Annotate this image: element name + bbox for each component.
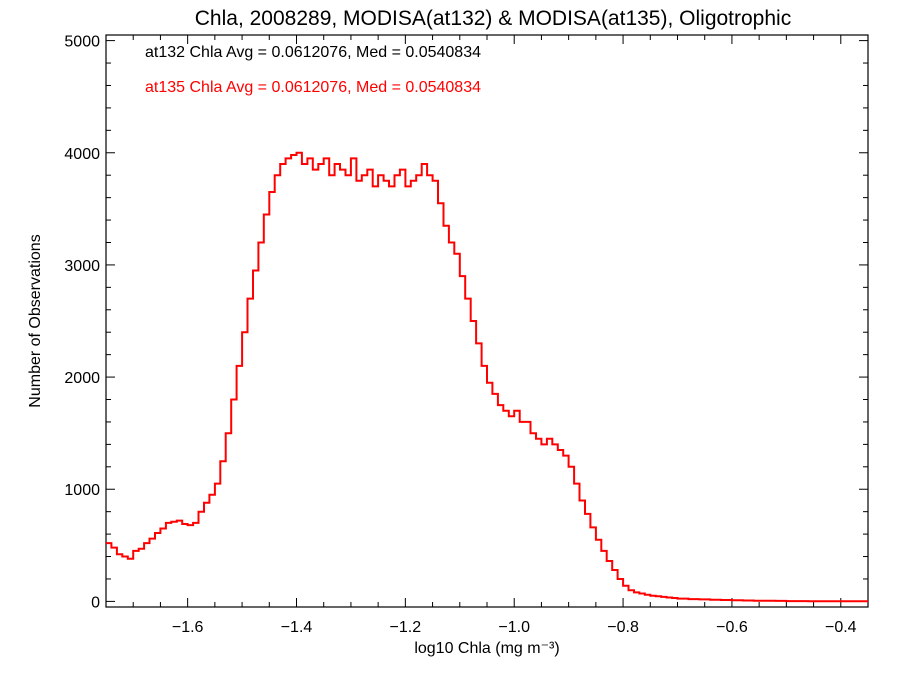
x-tick-label: −0.6 (716, 619, 748, 636)
y-tick-label: 1000 (64, 482, 100, 499)
x-tick-label: −1.0 (498, 619, 530, 636)
x-tick-label: −0.4 (825, 619, 857, 636)
y-tick-label: 0 (91, 594, 100, 611)
annotation-at135: at135 Chla Avg = 0.0612076, Med = 0.0540… (145, 79, 481, 96)
y-tick-label: 5000 (64, 34, 100, 51)
annotation-at132: at132 Chla Avg = 0.0612076, Med = 0.0540… (145, 44, 481, 61)
y-tick-labels: 0 1000 2000 3000 4000 5000 (64, 34, 100, 612)
chart-title: Chla, 2008289, MODISA(at132) & MODISA(at… (195, 7, 791, 30)
x-tick-label: −0.8 (607, 619, 639, 636)
x-axis-label: log10 Chla (mg m⁻³) (414, 640, 559, 657)
series-layer (106, 151, 868, 603)
x-tick-label: −1.2 (390, 619, 422, 636)
series-line (106, 151, 868, 603)
x-tick-labels: −1.6 −1.4 −1.2 −1.0 −0.8 −0.6 −0.4 (172, 619, 857, 636)
x-tick-label: −1.4 (281, 619, 313, 636)
axis-ticks (105, 35, 869, 607)
x-tick-label: −1.6 (172, 619, 204, 636)
plot-frame (105, 34, 869, 608)
y-tick-label: 3000 (64, 258, 100, 275)
y-tick-label: 4000 (64, 146, 100, 163)
y-axis-label: Number of Observations (27, 234, 44, 407)
plot-border (105, 34, 869, 608)
y-tick-label: 2000 (64, 370, 100, 387)
